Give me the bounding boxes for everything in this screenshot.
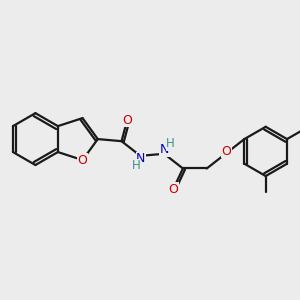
Text: O: O	[168, 183, 178, 196]
Text: H: H	[166, 137, 175, 150]
Text: O: O	[221, 145, 231, 158]
Text: H: H	[132, 159, 141, 172]
Text: O: O	[122, 114, 132, 127]
Text: N: N	[136, 152, 146, 166]
Text: O: O	[78, 154, 88, 166]
Text: N: N	[160, 143, 169, 156]
